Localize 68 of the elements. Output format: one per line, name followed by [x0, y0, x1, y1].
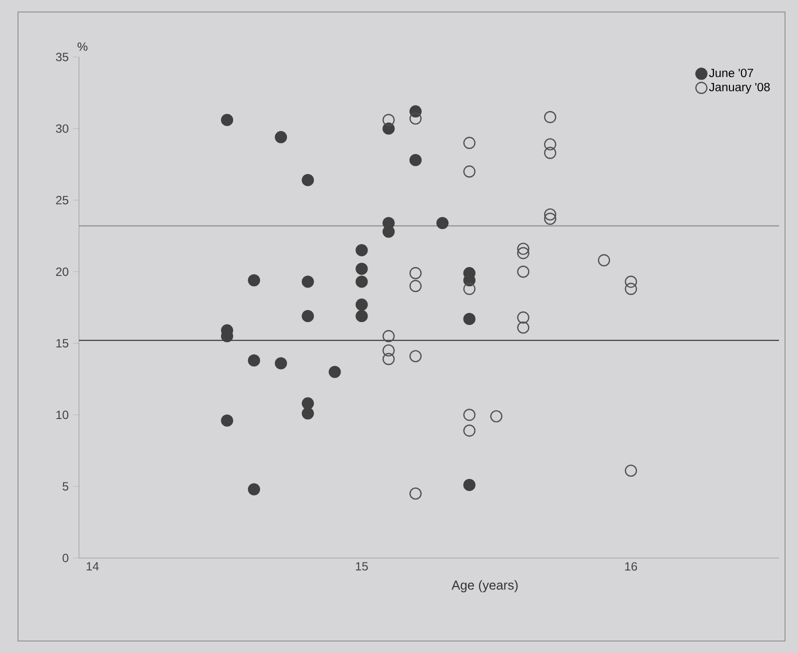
point	[463, 312, 476, 326]
y-tick-label: 20	[56, 267, 68, 276]
point	[248, 483, 260, 496]
point	[274, 357, 288, 370]
legend-label: January '08	[709, 82, 770, 94]
point	[382, 226, 395, 238]
point	[220, 414, 234, 427]
y-tick-label: 25	[56, 196, 68, 204]
point	[302, 310, 314, 322]
point	[517, 242, 530, 255]
point	[463, 165, 476, 178]
y-tick-label: 5	[62, 482, 68, 491]
legend-label: June '07	[709, 68, 754, 78]
point	[490, 410, 502, 422]
point	[274, 131, 288, 144]
y-tick-label: 15	[56, 339, 68, 348]
point	[356, 276, 368, 288]
point	[409, 112, 422, 125]
point	[302, 397, 314, 410]
x-tick-label: 15	[356, 562, 368, 571]
point	[356, 244, 368, 256]
point	[220, 114, 234, 126]
point	[356, 310, 368, 322]
x-tick-label: 14	[86, 562, 99, 570]
point	[248, 354, 260, 367]
point	[409, 154, 422, 166]
point	[382, 330, 395, 342]
point	[463, 408, 476, 421]
point	[463, 282, 476, 295]
y-tick-label: 35	[56, 52, 68, 62]
point	[517, 321, 530, 334]
point	[409, 487, 422, 500]
x-axis-title: Age (years)	[452, 580, 518, 592]
y-tick-label: 0	[62, 554, 68, 562]
point	[382, 352, 395, 366]
point	[356, 262, 368, 275]
point	[624, 282, 638, 295]
point	[624, 464, 638, 477]
point	[356, 298, 368, 311]
point	[409, 267, 422, 280]
point	[302, 407, 314, 420]
point	[382, 114, 395, 126]
point	[409, 280, 422, 292]
point	[248, 274, 260, 286]
point	[302, 276, 314, 288]
point	[598, 254, 610, 266]
point	[544, 208, 556, 221]
y-axis-title: %	[78, 42, 88, 51]
point	[517, 247, 530, 260]
point	[463, 478, 476, 492]
point	[382, 122, 395, 135]
point	[517, 266, 530, 278]
point	[463, 136, 476, 149]
point	[409, 350, 422, 362]
point	[624, 276, 638, 288]
point	[544, 138, 556, 150]
point	[436, 216, 449, 230]
point	[517, 311, 530, 324]
y-tick-label: 10	[56, 410, 68, 420]
x-tick-label: 16	[625, 562, 638, 571]
point	[544, 212, 556, 225]
point	[544, 146, 556, 160]
point	[544, 111, 556, 124]
point	[382, 344, 395, 357]
y-tick-label: 30	[56, 124, 68, 133]
point	[328, 366, 341, 378]
point	[302, 174, 314, 186]
point	[463, 424, 476, 437]
